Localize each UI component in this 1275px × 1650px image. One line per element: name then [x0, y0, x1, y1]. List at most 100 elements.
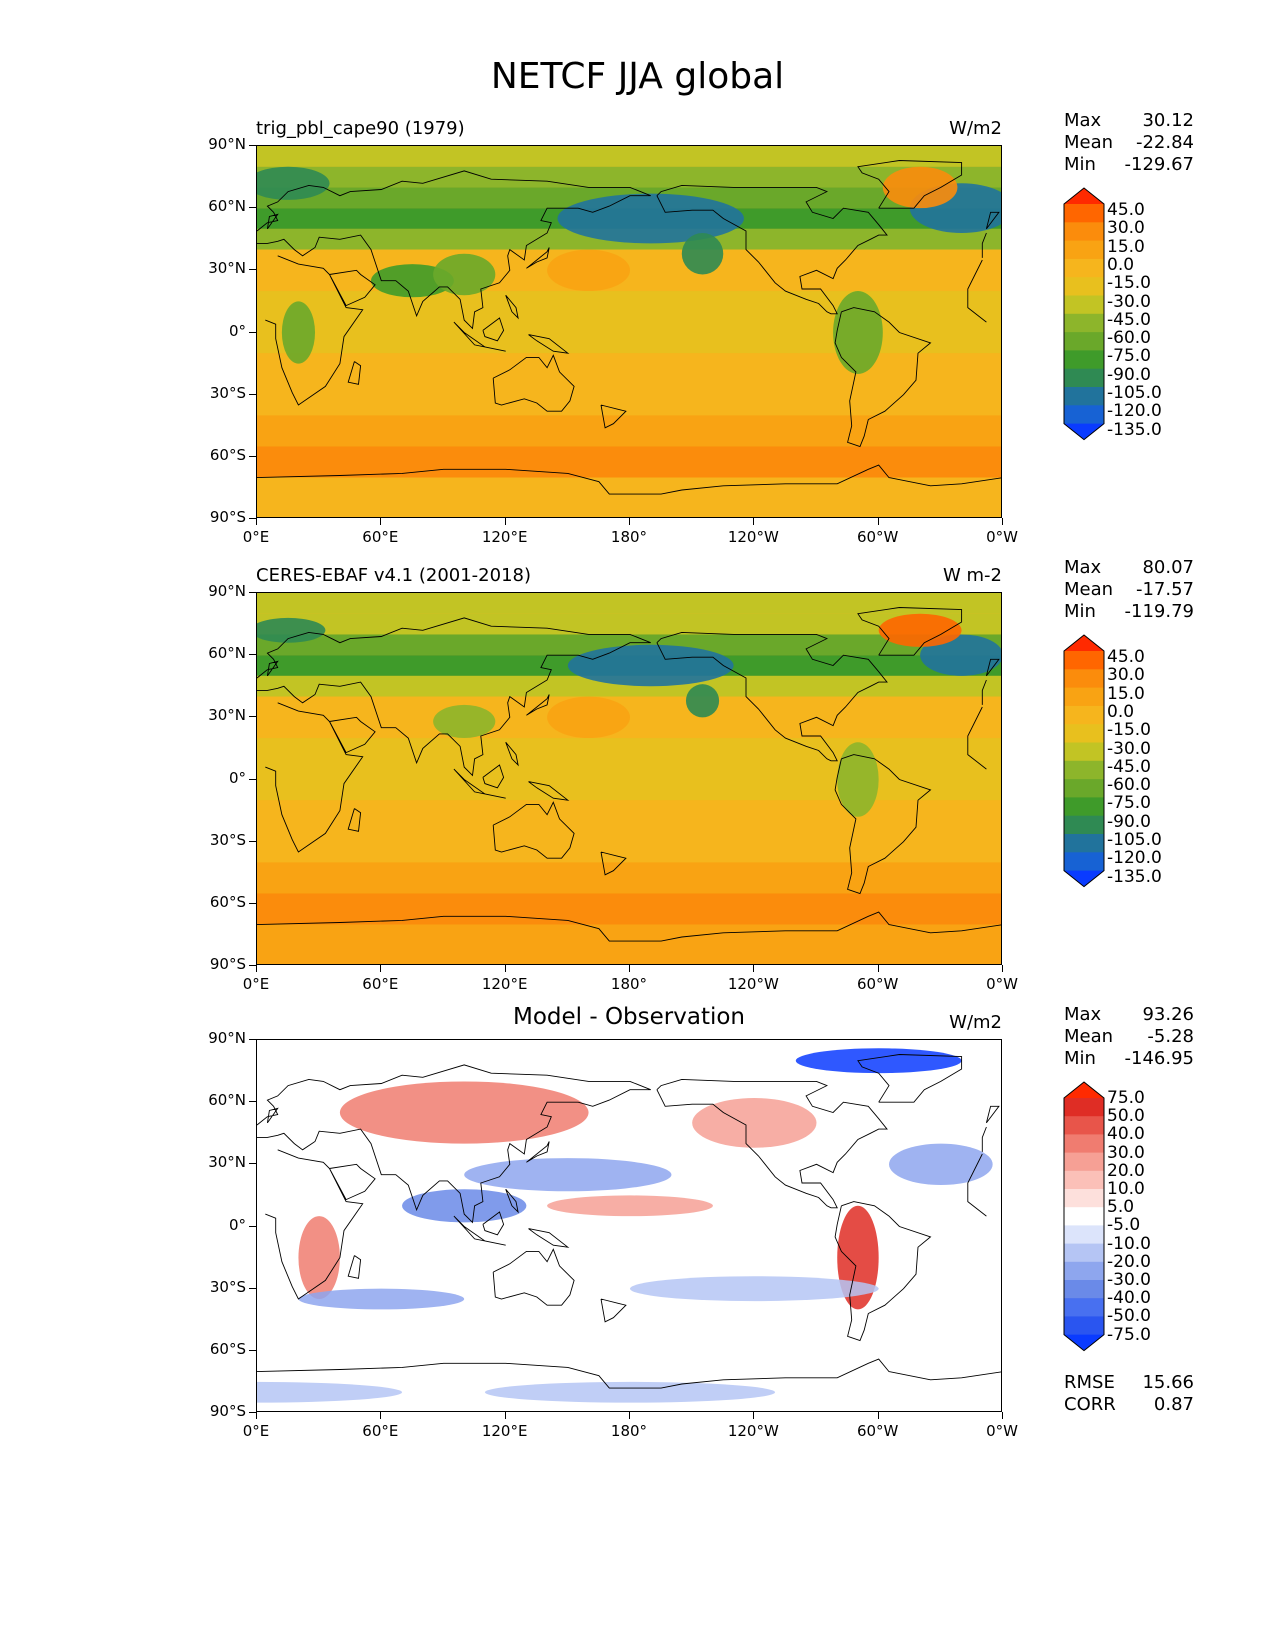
stat-value: 30.12	[1142, 110, 1194, 131]
longitude-tick	[753, 1412, 755, 1419]
colorbar-tick-label: -30.0	[1107, 738, 1151, 759]
colorbar-tick-label: 45.0	[1107, 200, 1145, 220]
stat-value: 0.87	[1153, 1394, 1194, 1415]
difference-feature	[464, 1158, 672, 1192]
colorbar-tick-label: 30.0	[1107, 1142, 1145, 1163]
longitude-tick-label: 120°W	[727, 1422, 779, 1440]
field-band	[257, 675, 1001, 697]
colorbar-tick-label: -60.0	[1107, 328, 1151, 349]
colorbar-bin	[1064, 705, 1104, 725]
colorbar-tick-label: 30.0	[1107, 665, 1145, 686]
longitude-tick	[877, 518, 879, 525]
colorbar-bin	[1064, 797, 1104, 817]
figure-title: NETCF JJA global	[490, 56, 785, 97]
units-label: W/m2	[949, 118, 1002, 139]
field-band	[257, 862, 1001, 894]
difference-feature	[547, 1195, 713, 1217]
stat-row: Min -129.67	[1064, 154, 1194, 176]
field-feature	[547, 249, 630, 292]
difference-feature	[795, 1048, 962, 1074]
field-feature	[370, 264, 454, 298]
error-stats: RMSE 15.66 CORR 0.87	[1064, 1372, 1194, 1416]
field-band	[257, 415, 1001, 447]
latitude-tick	[249, 965, 256, 966]
colorbar-tick-label: -75.0	[1107, 1324, 1151, 1345]
units-label: W m-2	[942, 565, 1002, 586]
difference-feature	[692, 1098, 817, 1148]
colorbar-extend-max	[1064, 635, 1104, 651]
colorbar-tick-label: -105.0	[1107, 383, 1162, 403]
field-band	[257, 924, 1001, 964]
stat-row: Min -146.95	[1064, 1048, 1194, 1070]
colorbar-tick-label: -105.0	[1107, 830, 1162, 850]
latitude-tick	[249, 1349, 256, 1351]
field-band	[257, 893, 1001, 925]
field-band	[257, 353, 1001, 416]
colorbar-tick-label: -75.0	[1107, 346, 1151, 367]
colorbar-bin	[1064, 222, 1104, 242]
colorbar-tick-label: 15.0	[1107, 683, 1145, 704]
field-band	[257, 613, 1001, 635]
colorbar-bin	[1064, 350, 1104, 370]
field-band	[257, 166, 1001, 188]
field-feature	[433, 253, 496, 296]
colorbar-tick-label: -10.0	[1107, 1233, 1151, 1254]
colorbar-tick-label: 50.0	[1107, 1106, 1145, 1127]
longitude-tick-label: 60°E	[362, 528, 399, 546]
colorbar-tick-label: -75.0	[1107, 793, 1151, 814]
colorbar-tick-label: 0.0	[1107, 254, 1135, 275]
colorbar-tick-label: 40.0	[1107, 1124, 1145, 1145]
colorbar-bin	[1064, 724, 1104, 743]
colorbar-bin	[1064, 651, 1104, 670]
latitude-tick	[249, 207, 256, 209]
colorbar-bin	[1064, 1134, 1104, 1154]
colorbar-tick-label: -45.0	[1107, 756, 1151, 777]
longitude-tick-label: 60°E	[362, 975, 399, 993]
colorbar	[1063, 634, 1105, 888]
observation-panel: CERES-EBAF v4.1 (2001-2018) W m-2 90°N 60°N…	[0, 557, 1275, 1005]
colorbar-container	[1062, 1080, 1106, 1357]
colorbar-tick-label: 15.0	[1107, 236, 1145, 257]
longitude-tick	[504, 518, 506, 525]
panel-title: trig_pbl_cape90 (1979)	[256, 118, 465, 139]
longitude-tick	[504, 965, 506, 972]
colorbar-bin	[1064, 1280, 1104, 1299]
colorbar-tick-label: 75.0	[1107, 1088, 1145, 1108]
latitude-tick-label: 30°N	[208, 706, 246, 725]
latitude-tick	[249, 592, 256, 593]
stat-value: -129.67	[1124, 154, 1194, 175]
colorbar-tick-label: -90.0	[1107, 364, 1151, 385]
colorbar-bin	[1064, 1298, 1104, 1317]
colorbar-tick-label: -15.0	[1107, 720, 1151, 741]
longitude-tick-label: 0°E	[242, 528, 270, 546]
longitude-tick	[256, 1412, 257, 1419]
colorbar-outline	[1063, 187, 1105, 441]
colorbar-tick-label: -135.0	[1107, 866, 1162, 887]
colorbar-tick-label: 10.0	[1107, 1179, 1145, 1199]
stat-value: -119.79	[1124, 601, 1194, 622]
latitude-tick-label: 90°S	[209, 1402, 246, 1420]
colorbar-tick-label: 30.0	[1107, 218, 1145, 239]
colorbar-bin	[1064, 332, 1104, 351]
colorbar-bin	[1064, 779, 1104, 798]
colorbar-bin	[1064, 313, 1104, 333]
stat-value: -5.28	[1147, 1026, 1194, 1047]
colorbar-tick-label: -120.0	[1107, 848, 1162, 869]
field-feature	[685, 684, 720, 718]
colorbar-tick-label: -120.0	[1107, 401, 1162, 422]
longitude-tick	[380, 518, 382, 525]
longitude-tick-label: 0°E	[242, 1422, 270, 1440]
colorbar-bin	[1064, 687, 1104, 707]
longitude-tick-label: 60°E	[362, 1422, 399, 1440]
field-feature	[433, 704, 496, 739]
latitude-tick	[249, 455, 256, 457]
stat-row: Max 80.07	[1064, 557, 1194, 579]
panel-title: CERES-EBAF v4.1 (2001-2018)	[256, 565, 532, 586]
latitude-tick-label: 60°S	[209, 892, 246, 911]
stat-row: Mean -17.57	[1064, 579, 1194, 601]
difference-feature	[257, 1381, 403, 1403]
colorbar-tick-label: -20.0	[1107, 1251, 1151, 1272]
stat-row: RMSE 15.66	[1064, 1372, 1194, 1394]
longitude-tick-label: 120°E	[481, 975, 528, 993]
difference-panel: Model - Observation W/m2 90°N 60°N 30°N 0° 30°…	[0, 1004, 1275, 1452]
